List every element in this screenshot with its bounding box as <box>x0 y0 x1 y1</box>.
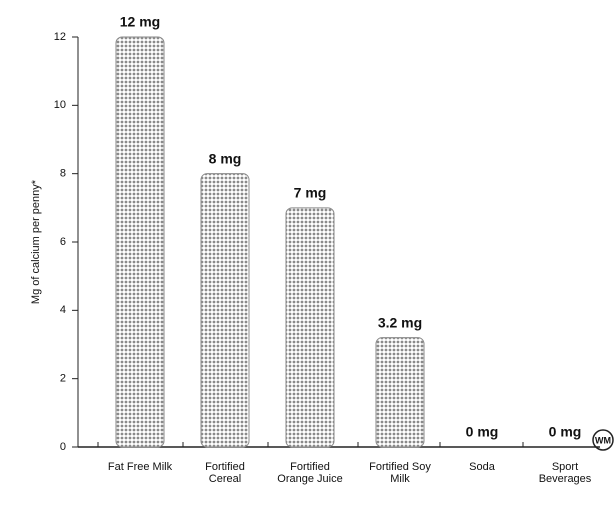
logo-circle <box>592 429 614 451</box>
bar <box>285 207 335 448</box>
x-tick-label: Sport Beverages <box>538 461 592 485</box>
value-label: 12 mg <box>120 14 160 30</box>
logo: WM <box>595 435 611 445</box>
bar <box>115 36 165 448</box>
y-tick-label: 10 <box>54 99 66 111</box>
y-tick-label: 0 <box>60 441 66 453</box>
value-label: 0 mg <box>466 424 499 440</box>
y-tick-label: 12 <box>54 31 66 43</box>
value-label: 0 mg <box>549 424 582 440</box>
value-label: 8 mg <box>209 150 242 166</box>
y-tick-label: 6 <box>60 236 66 248</box>
x-tick-label: Fortified Orange Juice <box>277 461 343 485</box>
x-tick-label: Fat Free Milk <box>107 461 173 473</box>
value-label: 3.2 mg <box>378 314 422 330</box>
y-tick-label: 4 <box>60 304 66 316</box>
y-axis-label: Mg of calcium per penny* <box>30 179 42 304</box>
bar <box>375 337 425 448</box>
bar <box>200 173 250 448</box>
x-tick-label: Soda <box>469 461 495 473</box>
x-tick-label: Fortified Soy Milk <box>369 461 431 485</box>
y-tick-label: 2 <box>60 373 66 385</box>
value-label: 7 mg <box>294 185 327 201</box>
y-tick-label: 8 <box>60 168 66 180</box>
x-tick-label: Fortified Cereal <box>205 461 245 485</box>
